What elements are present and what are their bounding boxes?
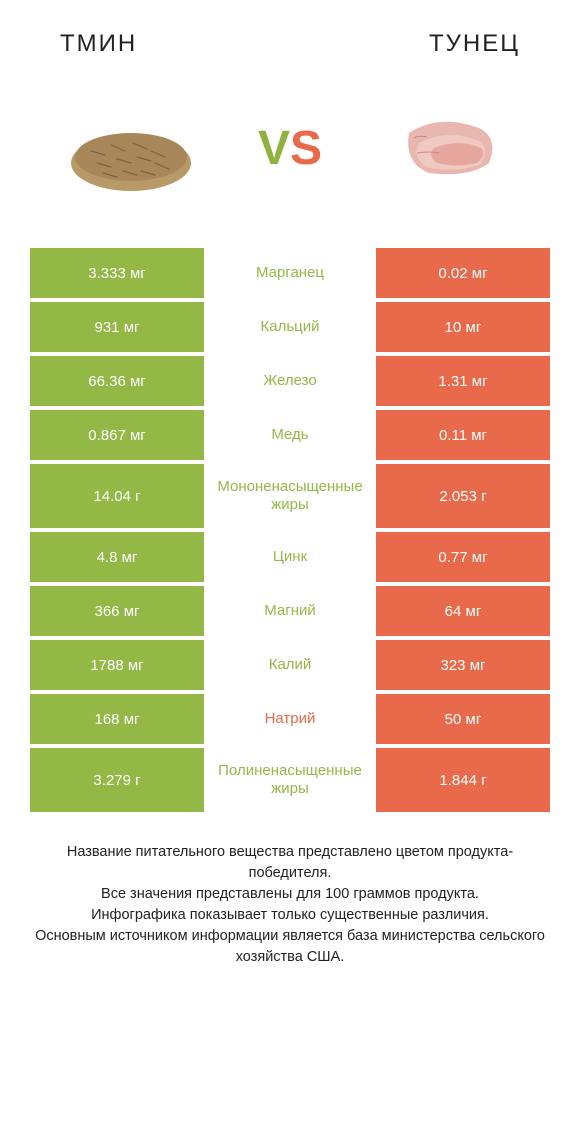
nutrient-name: Медь [204, 410, 376, 460]
right-value: 0.11 мг [376, 410, 550, 460]
right-value: 2.053 г [376, 464, 550, 528]
left-value: 168 мг [30, 694, 204, 744]
nutrient-name: Марганец [204, 248, 376, 298]
right-value: 64 мг [376, 586, 550, 636]
vs-v: V [258, 121, 290, 176]
left-value: 0.867 мг [30, 410, 204, 460]
table-row: 0.867 мгМедь0.11 мг [30, 410, 550, 460]
right-value: 10 мг [376, 302, 550, 352]
comparison-table: 3.333 мгМарганец0.02 мг931 мгКальций10 м… [30, 248, 550, 812]
nutrient-name: Цинк [204, 532, 376, 582]
left-value: 3.279 г [30, 748, 204, 812]
table-row: 3.279 гПолиненасыщенные жиры1.844 г [30, 748, 550, 812]
vs-s: S [290, 121, 322, 176]
left-value: 366 мг [30, 586, 204, 636]
right-value: 0.77 мг [376, 532, 550, 582]
table-row: 4.8 мгЦинк0.77 мг [30, 532, 550, 582]
table-row: 366 мгМагний64 мг [30, 586, 550, 636]
right-product-title: ТУНЕЦ [429, 30, 520, 58]
right-value: 0.02 мг [376, 248, 550, 298]
table-row: 66.36 мгЖелезо1.31 мг [30, 356, 550, 406]
left-value: 931 мг [30, 302, 204, 352]
left-value: 1788 мг [30, 640, 204, 690]
left-value: 3.333 мг [30, 248, 204, 298]
left-value: 66.36 мг [30, 356, 204, 406]
nutrient-name: Кальций [204, 302, 376, 352]
footer-note: Название питательного вещества представл… [30, 842, 550, 968]
nutrient-name: Мононенасыщенные жиры [204, 464, 376, 528]
table-row: 168 мгНатрий50 мг [30, 694, 550, 744]
nutrient-name: Полиненасыщенные жиры [204, 748, 376, 812]
right-value: 323 мг [376, 640, 550, 690]
right-value: 1.844 г [376, 748, 550, 812]
right-value: 1.31 мг [376, 356, 550, 406]
cumin-icon [61, 93, 201, 203]
table-row: 3.333 мгМарганец0.02 мг [30, 248, 550, 298]
left-value: 14.04 г [30, 464, 204, 528]
right-value: 50 мг [376, 694, 550, 744]
nutrient-name: Магний [204, 586, 376, 636]
table-row: 931 мгКальций10 мг [30, 302, 550, 352]
left-product-image [56, 88, 206, 208]
table-row: 14.04 гМононенасыщенные жиры2.053 г [30, 464, 550, 528]
nutrient-name: Железо [204, 356, 376, 406]
nutrient-name: Натрий [204, 694, 376, 744]
vs-label: VS [258, 121, 322, 176]
table-row: 1788 мгКалий323 мг [30, 640, 550, 690]
header: ТМИН ТУНЕЦ [0, 0, 580, 78]
nutrient-name: Калий [204, 640, 376, 690]
left-product-title: ТМИН [60, 30, 137, 58]
left-value: 4.8 мг [30, 532, 204, 582]
images-row: VS [0, 78, 580, 248]
tuna-icon [379, 93, 519, 203]
right-product-image [374, 88, 524, 208]
